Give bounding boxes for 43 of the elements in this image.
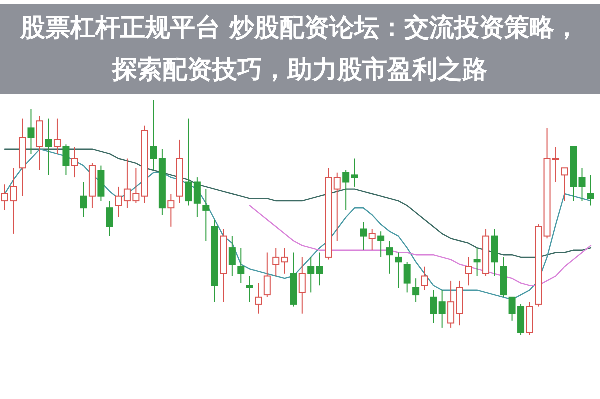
candlestick — [465, 256, 472, 286]
candlestick — [561, 168, 568, 202]
candlestick — [395, 252, 402, 288]
candlestick — [168, 194, 175, 228]
candlestick — [404, 262, 411, 294]
candlestick — [448, 280, 455, 328]
candlestick — [588, 174, 594, 206]
candlestick — [421, 266, 428, 291]
candlestick — [238, 248, 245, 284]
candlestick — [334, 172, 341, 242]
candlestick — [228, 236, 236, 277]
candlestick — [71, 146, 78, 178]
candlestick — [264, 252, 271, 298]
candlestick — [298, 256, 306, 314]
candlestick — [368, 228, 376, 251]
candlestick — [150, 100, 158, 171]
candlestick — [351, 158, 358, 188]
candlestick — [430, 290, 438, 324]
candlestick — [386, 240, 394, 274]
candlestick — [378, 231, 385, 258]
candlestick — [342, 170, 350, 211]
candlestick — [255, 282, 262, 314]
candlestick — [578, 168, 586, 202]
candlestick — [115, 186, 122, 218]
candlestick — [62, 144, 70, 176]
candlestick — [185, 118, 192, 206]
candlestick — [281, 248, 288, 274]
candlestick — [360, 222, 368, 251]
candlestick — [246, 276, 254, 303]
candlestick — [45, 118, 52, 176]
candlestick — [438, 290, 446, 328]
candlestick — [106, 200, 114, 237]
candlestick — [412, 278, 420, 303]
candlestick — [202, 188, 210, 242]
candlestick — [80, 182, 88, 218]
candlestick — [194, 177, 201, 218]
chart-title: 股票杠杆正规平台 炒股配资论坛：交流投资策略，探索配资技巧，助力股市盈利之路 — [20, 12, 580, 86]
candlestick — [54, 118, 61, 155]
candlestick — [272, 248, 280, 277]
candlestick — [28, 108, 35, 155]
candlestick — [474, 248, 481, 277]
candlestick — [316, 252, 324, 286]
candlestick — [308, 256, 315, 294]
